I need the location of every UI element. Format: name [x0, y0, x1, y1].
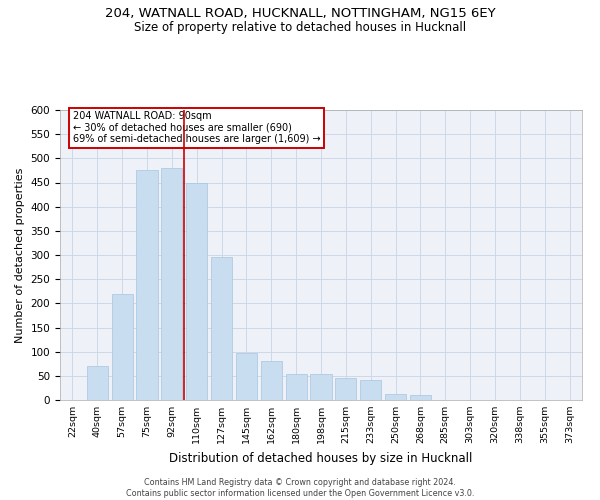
Bar: [161, 168, 182, 400]
Bar: [136, 170, 158, 400]
Text: 204, WATNALL ROAD, HUCKNALL, NOTTINGHAM, NG15 6EY: 204, WATNALL ROAD, HUCKNALL, NOTTINGHAM,…: [104, 8, 496, 20]
Y-axis label: Number of detached properties: Number of detached properties: [15, 168, 25, 342]
Bar: [410, 394, 431, 400]
Text: 204 WATNALL ROAD: 90sqm
← 30% of detached houses are smaller (690)
69% of semi-d: 204 WATNALL ROAD: 90sqm ← 30% of detache…: [73, 111, 320, 144]
Bar: [112, 294, 133, 400]
Bar: [87, 366, 108, 400]
Bar: [211, 258, 232, 400]
Text: Size of property relative to detached houses in Hucknall: Size of property relative to detached ho…: [134, 22, 466, 35]
Bar: [286, 374, 307, 400]
Bar: [186, 182, 207, 400]
X-axis label: Distribution of detached houses by size in Hucknall: Distribution of detached houses by size …: [169, 452, 473, 464]
Bar: [261, 362, 282, 400]
Bar: [335, 378, 356, 400]
Bar: [310, 374, 332, 400]
Bar: [236, 353, 257, 400]
Bar: [360, 380, 381, 400]
Text: Contains HM Land Registry data © Crown copyright and database right 2024.
Contai: Contains HM Land Registry data © Crown c…: [126, 478, 474, 498]
Bar: [385, 394, 406, 400]
